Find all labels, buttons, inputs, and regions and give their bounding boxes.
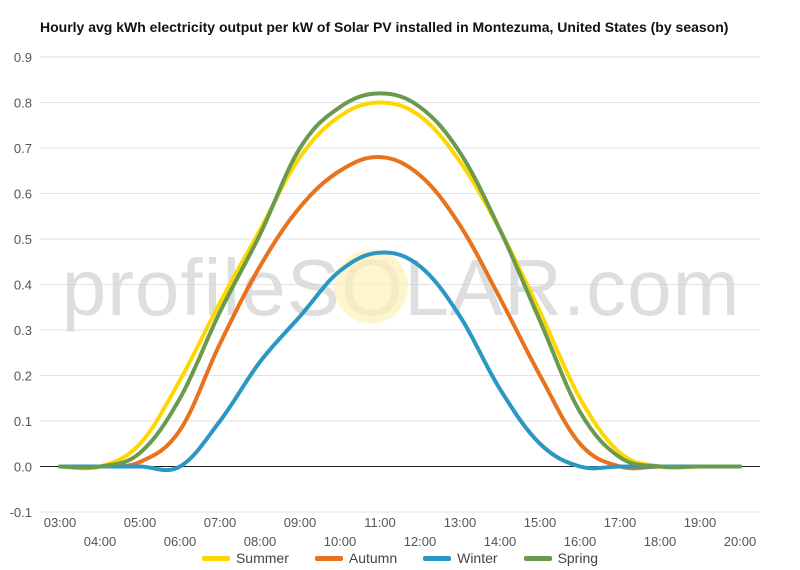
x-tick-label: 03:00 — [44, 515, 77, 530]
legend-swatch — [423, 555, 452, 561]
chart-title: Hourly avg kWh electricity output per kW… — [40, 19, 729, 35]
y-tick-label: 0.5 — [14, 232, 32, 247]
y-tick-label: 0.7 — [14, 141, 32, 156]
x-tick-label: 12:00 — [404, 534, 437, 549]
legend-swatch — [201, 555, 230, 561]
y-tick-label: 0.9 — [14, 50, 32, 65]
chart-legend: Summer Autumn Winter Spring — [0, 549, 800, 567]
y-tick-label: 0.1 — [14, 414, 32, 429]
x-tick-label: 15:00 — [524, 515, 557, 530]
y-tick-label: 0.4 — [14, 278, 32, 293]
x-tick-label: 06:00 — [164, 534, 197, 549]
legend-label: Autumn — [348, 550, 398, 566]
x-tick-label: 10:00 — [324, 534, 357, 549]
x-tick-label: 19:00 — [684, 515, 717, 530]
y-tick-label: 0.3 — [14, 323, 32, 338]
y-tick-label: 0.0 — [14, 460, 32, 475]
legend-item-summer[interactable]: Summer — [201, 550, 289, 566]
x-tick-label: 09:00 — [284, 515, 317, 530]
x-tick-label: 17:00 — [604, 515, 637, 530]
y-tick-label: 0.2 — [14, 369, 32, 384]
legend-label: Spring — [557, 550, 599, 566]
series-line-winter — [58, 250, 742, 473]
legend-item-autumn[interactable]: Autumn — [314, 550, 398, 566]
watermark-sun-icon — [334, 249, 408, 324]
x-tick-label: 08:00 — [244, 534, 277, 549]
y-tick-label: -0.1 — [10, 505, 32, 520]
series-line-spring — [58, 91, 742, 470]
x-tick-label: 05:00 — [124, 515, 157, 530]
x-tick-label: 20:00 — [724, 534, 757, 549]
x-tick-label: 13:00 — [444, 515, 477, 530]
x-tick-label: 04:00 — [84, 534, 117, 549]
legend-label: Summer — [235, 550, 289, 566]
legend-item-winter[interactable]: Winter — [423, 550, 498, 566]
legend-label: Winter — [457, 550, 498, 566]
y-tick-label: 0.6 — [14, 187, 32, 202]
legend-item-spring[interactable]: Spring — [523, 550, 599, 566]
x-tick-label: 11:00 — [364, 515, 396, 530]
x-tick-label: 14:00 — [484, 534, 517, 549]
legend-swatch — [523, 555, 552, 561]
x-tick-label: 07:00 — [204, 515, 237, 530]
series-line-summer — [58, 100, 742, 471]
y-tick-label: 0.8 — [14, 96, 32, 111]
x-tick-label: 16:00 — [564, 534, 597, 549]
x-tick-label: 18:00 — [644, 534, 677, 549]
legend-swatch — [314, 555, 343, 561]
